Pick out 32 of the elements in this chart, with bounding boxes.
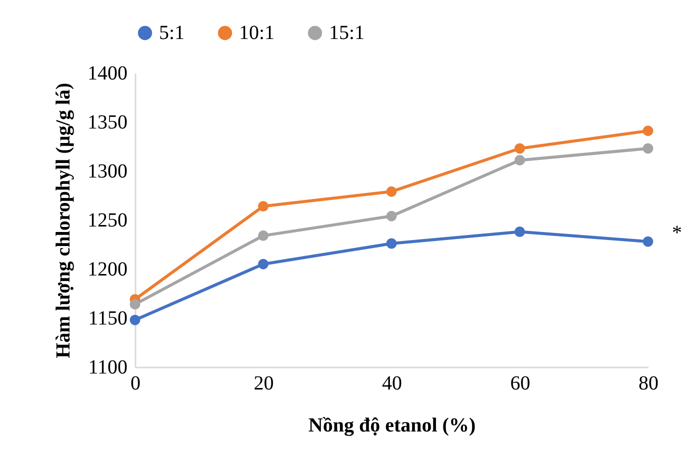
legend-label: 15:1 (329, 22, 365, 44)
x-tick-label: 60 (510, 372, 530, 394)
y-tick-label: 1100 (88, 356, 128, 378)
point (130, 299, 140, 310)
x-tick-label: 0 (130, 372, 140, 394)
y-tick-label: 1250 (88, 210, 128, 232)
x-axis-title: Nồng độ etanol (%) (308, 414, 476, 436)
y-tick-label: 1350 (88, 112, 128, 134)
point (258, 258, 268, 270)
x-tick-label: 80 (638, 372, 658, 394)
point (130, 314, 140, 326)
y-tick-label: 1200 (88, 258, 128, 280)
point (642, 126, 654, 136)
point (642, 143, 654, 154)
y-tick-label: 1150 (88, 308, 128, 330)
y-tick-label: 1300 (88, 160, 128, 182)
point (386, 210, 397, 222)
y-axis-title: Hàm lượng chlorophyll (µg/g lá) (52, 82, 74, 358)
point (514, 226, 525, 237)
legend-label: 10:1 (239, 22, 275, 44)
point (642, 236, 654, 247)
point (386, 238, 397, 249)
point (258, 201, 268, 212)
y-tick-label: 1400 (88, 62, 128, 84)
legend-label: 5:1 (159, 22, 185, 44)
x-tick-label: 20 (254, 372, 274, 394)
point (514, 154, 525, 166)
point (386, 186, 397, 197)
text: * (672, 222, 682, 245)
x-tick-label: 40 (382, 372, 402, 394)
point (514, 143, 525, 154)
point (258, 230, 268, 241)
